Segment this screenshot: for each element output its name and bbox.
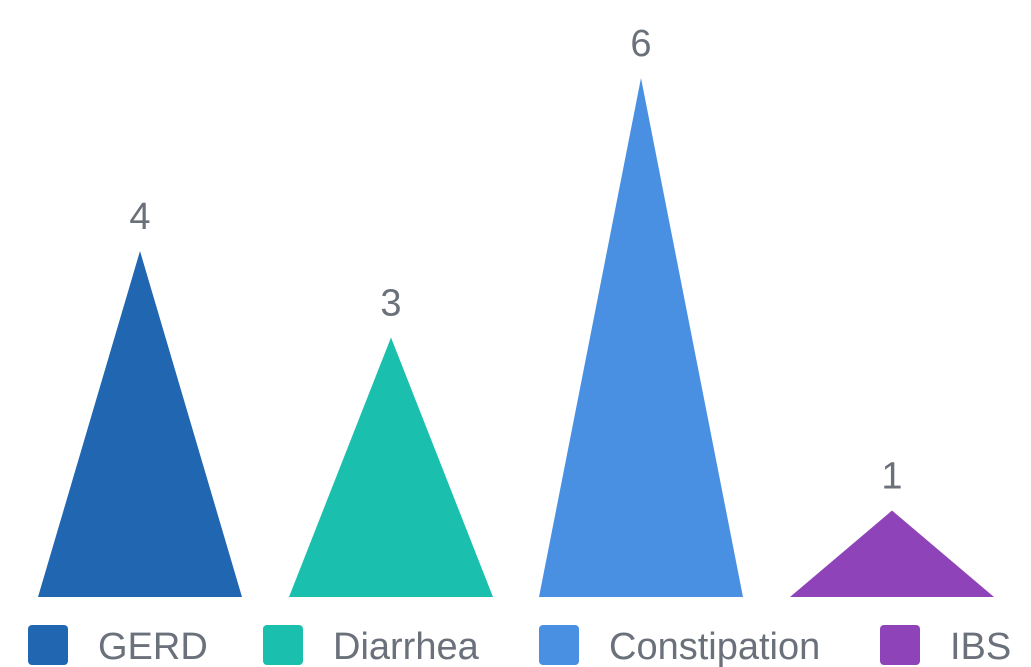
legend-label-ibs: IBS — [950, 626, 1011, 667]
chart-marks — [38, 78, 994, 597]
data-label-diarrhea: 3 — [380, 283, 401, 325]
legend-swatch-constipation — [539, 625, 579, 665]
legend-label-diarrhea: Diarrhea — [333, 626, 480, 667]
bar-gerd — [38, 251, 242, 597]
bar-ibs — [790, 510, 994, 597]
legend-label-constipation: Constipation — [609, 626, 820, 667]
data-label-constipation: 6 — [630, 23, 651, 65]
bar-constipation — [539, 78, 743, 597]
legend-swatch-ibs — [880, 625, 920, 665]
data-label-ibs: 1 — [881, 456, 902, 498]
data-labels: 4 3 6 1 — [129, 23, 902, 498]
legend-swatch-gerd — [28, 625, 68, 665]
legend: GERD Diarrhea Constipation IBS — [28, 625, 1011, 667]
bar-diarrhea — [289, 337, 493, 597]
legend-label-gerd: GERD — [98, 626, 208, 667]
data-label-gerd: 4 — [129, 196, 150, 238]
legend-swatch-diarrhea — [263, 625, 303, 665]
